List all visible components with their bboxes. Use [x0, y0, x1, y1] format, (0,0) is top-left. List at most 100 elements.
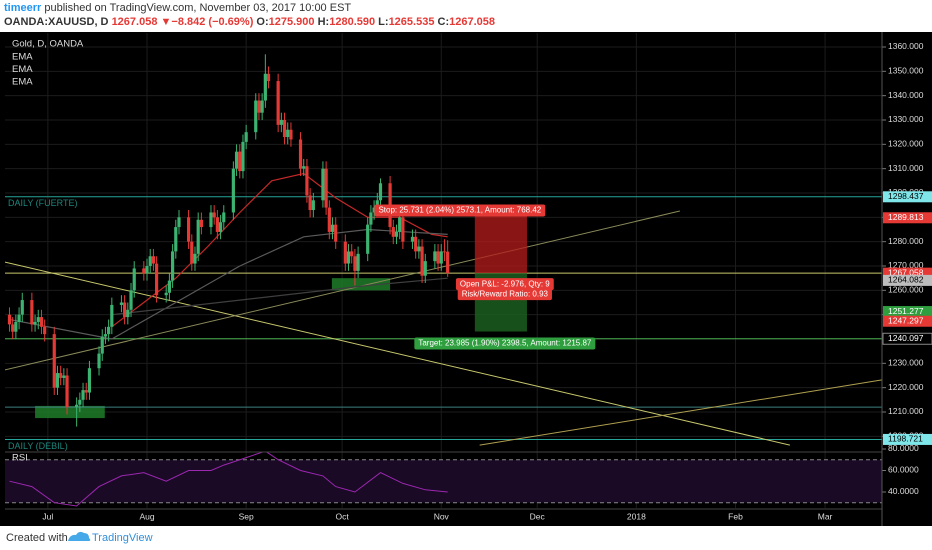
x-tick-label: 2018	[627, 511, 646, 521]
candle-body	[231, 168, 235, 213]
candle-body	[55, 373, 60, 388]
candle-body	[244, 132, 248, 142]
candle-body	[100, 336, 104, 354]
candle-body	[20, 300, 24, 315]
candle-body	[356, 253, 360, 271]
stop-label: Stop: 25.731 (2.04%) 2573.1, Amount: 768…	[378, 206, 541, 215]
price-label: 1298.437	[888, 191, 924, 201]
candle-body	[308, 195, 312, 211]
price-label-bg	[883, 274, 932, 286]
candle-body	[123, 302, 127, 318]
legend-entry: EMA	[12, 52, 33, 63]
candle-body	[343, 241, 347, 264]
h-value: 1280.590	[329, 16, 375, 28]
candle-body	[289, 129, 293, 140]
y-tick-label: 1320.000	[888, 139, 924, 149]
rsi-title: RSI	[12, 453, 28, 464]
price-label: 1267.058	[888, 267, 924, 277]
price-label: 1198.721	[888, 434, 923, 444]
stop-label-bg	[374, 204, 546, 217]
candle-body	[222, 212, 226, 223]
symbol-line: OANDA:XAUUSD, D 1267.058 ▼−8.842 (−0.69%…	[4, 16, 495, 28]
candle-body	[234, 151, 239, 169]
candle-body	[279, 119, 283, 125]
candle-body	[350, 251, 354, 257]
candle-body	[167, 280, 171, 293]
candle-body	[52, 334, 56, 388]
x-tick-label: Feb	[728, 511, 743, 521]
candle-body	[62, 375, 66, 378]
candle-body	[238, 151, 242, 172]
candle-body	[30, 300, 34, 325]
candle-body	[170, 251, 175, 281]
candle-body	[346, 251, 351, 264]
level-label: DAILY (FUERTE)	[8, 198, 78, 208]
candle-body	[81, 390, 85, 400]
footer-logo	[68, 531, 91, 541]
published: published on TradingView.com, November 0…	[44, 2, 351, 14]
price-label-bg	[883, 191, 932, 203]
candle-body	[65, 375, 69, 408]
last-price: 1267.058	[112, 16, 158, 28]
price-label: 1264.082	[888, 275, 924, 285]
candle-body	[14, 321, 18, 332]
x-tick-label: Jul	[42, 511, 53, 521]
candle-body	[59, 373, 63, 378]
candle-body	[199, 219, 203, 228]
candle-body	[190, 241, 194, 264]
price-label-bg	[883, 315, 932, 327]
candle-body	[186, 217, 191, 242]
candle-body	[43, 326, 47, 335]
candle-body	[410, 236, 415, 242]
candle-body	[78, 399, 82, 405]
price-label-bg	[883, 212, 932, 224]
candle-body	[282, 119, 287, 138]
candle-body	[276, 81, 280, 125]
price-label: 1251.277	[888, 306, 924, 316]
y-tick-label: 1270.000	[888, 260, 924, 270]
candle-body	[164, 292, 168, 296]
legend-symbol: Gold, D, OANDA	[12, 39, 84, 50]
x-tick-label: Sep	[239, 511, 254, 521]
candle-body	[241, 141, 245, 172]
trend-line	[479, 379, 882, 446]
candle-body	[75, 404, 79, 408]
candle-body	[298, 139, 303, 169]
candle-body	[401, 217, 405, 242]
rr-label-bg	[457, 288, 552, 301]
price-label-bg	[883, 306, 932, 318]
header-line: timeerr published on TradingView.com, No…	[4, 2, 351, 14]
price-label-bg	[882, 332, 932, 345]
candle-body	[151, 256, 156, 264]
candle-body	[119, 302, 124, 305]
author[interactable]: timeerr	[4, 2, 42, 14]
y-tick-label: 1280.000	[888, 236, 924, 246]
o-value: 1275.900	[269, 16, 315, 28]
footer-created: Created with	[6, 532, 68, 544]
rsi-pane	[5, 452, 882, 507]
candle-body	[11, 324, 15, 332]
footer-brand[interactable]: TradingView	[92, 532, 153, 544]
candle-body	[212, 212, 216, 218]
candle-body	[302, 166, 306, 169]
candle-body	[129, 290, 133, 310]
rsi-band-bg	[5, 459, 882, 503]
price-label: 1289.813	[888, 212, 924, 222]
candle-body	[366, 224, 370, 254]
price-label: 1247.297	[888, 315, 924, 325]
candle-body	[148, 256, 152, 266]
level-label: DAILY (DEBIL)	[8, 441, 68, 451]
candle-body	[257, 100, 261, 113]
candle-body	[334, 224, 338, 242]
candle-body	[394, 231, 399, 237]
zone	[331, 278, 391, 291]
pnl-label-bg	[455, 278, 554, 291]
stop-zone	[474, 210, 527, 274]
candle-body	[103, 334, 108, 337]
candle-body	[218, 222, 223, 232]
candle-body	[107, 326, 111, 335]
candle-body	[97, 353, 101, 369]
price-label-bg	[883, 433, 932, 445]
legend-entry: EMA	[12, 64, 33, 75]
